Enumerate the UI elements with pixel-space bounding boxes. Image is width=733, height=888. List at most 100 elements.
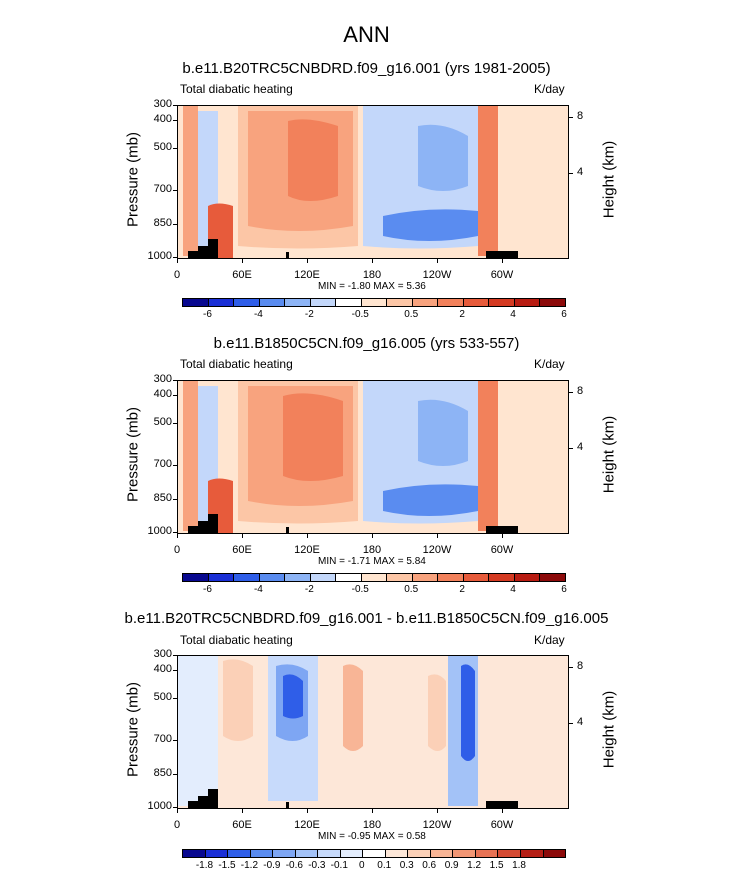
panel1-region-africa-warm — [183, 106, 198, 256]
panel3-colorbar-label: 0.1 — [377, 860, 392, 871]
panel3-xtick-180: 180 — [362, 819, 382, 831]
panel3-colorbar-swatch — [430, 850, 454, 857]
panel3-colorbar-swatch — [363, 850, 386, 857]
panel3-ytick-500: 500 — [153, 690, 172, 703]
panel2-colorbar-swatch — [183, 574, 209, 581]
panel3-colorbar-swatch — [475, 850, 499, 857]
panel2-min-max: MIN = -1.71 MAX = 5.84 — [318, 556, 426, 567]
panel2-colorbar-swatch — [310, 574, 337, 581]
panel3-colorbar-swatch — [453, 850, 476, 857]
panel3-colorbar-label: -1.2 — [240, 860, 259, 871]
panel1-colorbar-swatch — [463, 299, 490, 306]
panel1-colorbar-swatch — [183, 299, 209, 306]
panel1-colorbar-label: -2 — [304, 309, 314, 320]
panel2-colorbar — [182, 573, 566, 582]
panel3-title: b.e11.B20TRC5CNBDRD.f09_g16.001 - b.e11.… — [124, 610, 609, 627]
panel1-xtick-180: 180 — [362, 269, 382, 281]
panel1-xtick-60E: 60E — [232, 269, 252, 281]
panel2-topography-africa — [188, 514, 218, 533]
panel1-colorbar-swatch — [234, 299, 260, 306]
panel1-ytick-mark-400 — [173, 120, 177, 122]
panel2-xtick-120E: 120E — [294, 544, 320, 556]
panel3-colorbar-label: 0.6 — [422, 860, 437, 871]
panel2-xtick-120W: 120W — [422, 544, 452, 556]
panel3-colorbar-label: 0 — [358, 860, 365, 871]
panel1-xtick-60W: 60W — [490, 269, 514, 281]
panel2-region-pacific-low-cool — [383, 484, 478, 516]
panel3-xtick-mark-60W — [502, 808, 503, 813]
panel1-region-americas-warm — [478, 106, 498, 256]
panel1-y2tick-8: 8 — [577, 110, 584, 123]
panel1-ytick-300: 300 — [153, 98, 172, 110]
panel2-xtick-mark-0 — [177, 533, 178, 538]
panel1-title: b.e11.B20TRC5CNBDRD.f09_g16.001 (yrs 198… — [182, 60, 551, 77]
panel3-xtick-mark-180 — [372, 808, 373, 813]
panel2-colorbar-swatch — [438, 574, 464, 581]
panel3-y-axis-label: Pressure (mb) — [124, 681, 142, 778]
panel1-colorbar-swatch — [259, 299, 286, 306]
panel1-topography-andes — [486, 251, 518, 258]
panel2-colorbar-label: -0.5 — [351, 584, 369, 595]
panel3-colorbar-label: -1.8 — [195, 860, 214, 871]
panel2-y2-axis-label: Height (km) — [600, 415, 618, 494]
panel3-colorbar-swatch — [543, 850, 566, 857]
panel3-ytick-300: 300 — [153, 648, 172, 660]
panel2-ytick-mark-700 — [173, 465, 177, 467]
panel2-xtick-mark-180 — [372, 533, 373, 538]
panel1-colorbar-swatch — [489, 299, 515, 306]
panel3-colorbar-swatch — [520, 850, 544, 857]
panel3-ytick-850: 850 — [153, 766, 172, 779]
panel1-variable-label: Total diabatic heating — [180, 82, 293, 96]
panel1-ytick-850: 850 — [153, 216, 172, 229]
panel1-y2-axis-label: Height (km) — [600, 140, 618, 219]
panel2-colorbar-label: -2 — [304, 584, 314, 595]
panel3-colorbar-swatch — [183, 850, 206, 857]
panel2-colorbar-swatch — [234, 574, 260, 581]
panel3-colorbar-label: -0.9 — [263, 860, 281, 871]
panel1-y2tick-mark-8 — [568, 117, 573, 119]
panel1-colorbar-label: -4 — [253, 309, 263, 320]
panel2-colorbar-swatch — [361, 574, 388, 581]
panel3-xtick-mark-120E — [307, 808, 308, 813]
panel2-ytick-mark-400 — [173, 395, 177, 397]
panel1-colorbar-swatch — [514, 299, 541, 306]
panel3-y2tick-8: 8 — [577, 660, 584, 673]
panel1-colorbar-swatch — [285, 299, 311, 306]
panel3-colorbar-swatch — [295, 850, 319, 857]
panel3-colorbar-swatch — [273, 850, 296, 857]
panel3-xtick-60E: 60E — [232, 819, 252, 831]
panel1-topography-tibet — [286, 252, 289, 258]
panel3-y2tick-mark-4 — [568, 723, 573, 725]
panel1-ytick-1000: 1000 — [147, 250, 172, 262]
panel2-colorbar-swatch — [514, 574, 541, 581]
panel2-xtick-60W: 60W — [490, 544, 514, 556]
panel3-colorbar-label: 0.3 — [399, 860, 414, 871]
panel2-xtick-mark-60E — [242, 533, 243, 538]
panel1-ytick-mark-850 — [173, 223, 177, 225]
panel2-xtick-60E: 60E — [232, 544, 252, 556]
panel2-contour-svg — [178, 381, 568, 533]
panel3-colorbar-swatch — [205, 850, 229, 857]
panel2-y2tick-mark-4 — [568, 448, 573, 450]
panel2-colorbar-swatch — [336, 574, 362, 581]
panel2-ytick-mark-850 — [173, 498, 177, 500]
panel1-xtick-120E: 120E — [294, 269, 320, 281]
panel1-xtick-mark-60E — [242, 258, 243, 263]
panel3-ytick-1000: 1000 — [147, 800, 172, 812]
panel3-region-cool-max — [283, 674, 303, 719]
panel3-xtick-120W: 120W — [422, 819, 452, 831]
panel3-ytick-mark-300 — [173, 655, 177, 656]
panel2-colorbar-swatch — [285, 574, 311, 581]
panel3-ytick-400: 400 — [153, 663, 172, 676]
panel1-xtick-120W: 120W — [422, 269, 452, 281]
panel2-ytick-mark-300 — [173, 380, 177, 381]
panel3-topography-tibet — [286, 802, 289, 808]
panel1-ytick-mark-500 — [173, 147, 177, 149]
panel1-colorbar-swatch — [387, 299, 413, 306]
panel3-colorbar-swatch — [385, 850, 409, 857]
panel1-region-pacific-low-cool — [383, 209, 478, 241]
panel3-ytick-mark-700 — [173, 740, 177, 742]
panel2-ytick-700: 700 — [153, 458, 172, 471]
panel3-y2tick-mark-8 — [568, 667, 573, 669]
panel3-colorbar — [182, 849, 566, 858]
